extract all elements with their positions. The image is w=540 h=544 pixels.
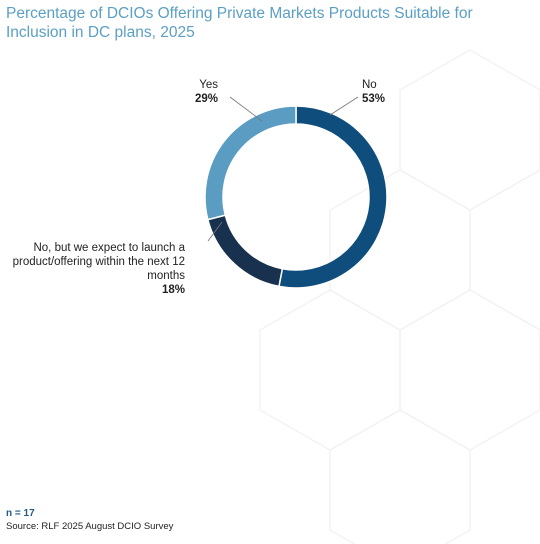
donut-slice-no bbox=[278, 105, 388, 289]
donut-slice-yes bbox=[204, 105, 297, 221]
source-note: Source: RLF 2025 August DCIO Survey bbox=[6, 521, 174, 532]
slice-label-no: No 53% bbox=[362, 78, 385, 106]
leader-line-yes bbox=[229, 96, 263, 122]
chart-title: Percentage of DCIOs Offering Private Mar… bbox=[6, 5, 473, 41]
slice-label-no-value: 53% bbox=[362, 93, 386, 105]
slice-label-yes-name: Yes bbox=[199, 79, 218, 91]
slice-label-yes-value: 29% bbox=[194, 93, 218, 105]
leader-line-no bbox=[329, 96, 359, 116]
slice-label-yes: Yes 29% bbox=[195, 78, 218, 106]
leader-line-later bbox=[207, 221, 223, 242]
slice-label-expect-launch: No, but we expect to launch a product/of… bbox=[0, 241, 185, 297]
sample-size: n = 17 bbox=[6, 508, 35, 519]
slice-label-expect-launch-name: No, but we expect to launch a product/of… bbox=[12, 242, 185, 282]
slice-label-no-name: No bbox=[362, 79, 377, 91]
slice-label-expect-launch-value: 18% bbox=[161, 284, 185, 296]
